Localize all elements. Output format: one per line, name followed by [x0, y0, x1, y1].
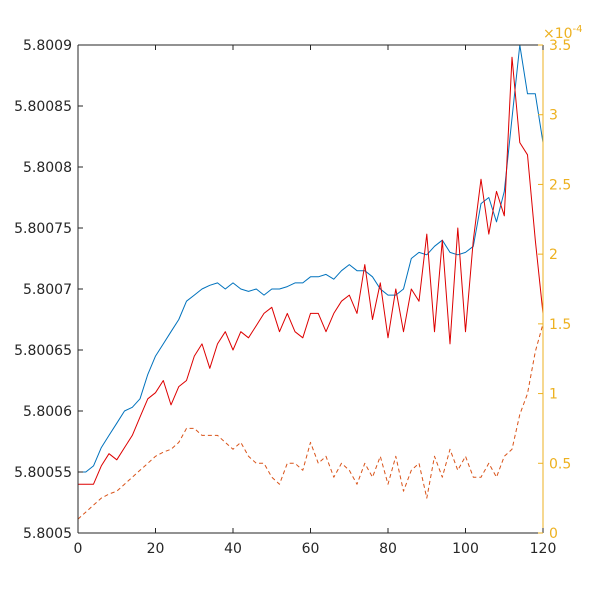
series-line-3	[77, 323, 544, 520]
x-tick-label: 120	[530, 541, 557, 557]
series-line-2	[78, 56, 544, 485]
y-left-tick-label: 5.8008	[23, 160, 72, 176]
x-tick-label: 20	[147, 541, 165, 557]
x-tick-label: 100	[452, 541, 479, 557]
y-left-tick-label: 5.8006	[23, 404, 72, 420]
y-right-tick-label: 1	[549, 387, 558, 403]
y-left-tick-label: 5.8009	[23, 38, 72, 54]
y-right-tick-label: 1.5	[549, 317, 571, 333]
x-tick-label: 40	[224, 541, 242, 557]
y-right-tick-label: 3.5	[549, 38, 571, 54]
plot-area	[78, 45, 543, 533]
y-right-tick-label: 2.5	[549, 177, 571, 193]
right-axis-exponent-base: ×10	[543, 26, 573, 42]
ticks-layer: 0 20 40 60 80 100 1205.80055.800555.80065.8006…	[14, 38, 571, 557]
series-line-1	[78, 44, 544, 473]
y-left-tick-label: 5.8007	[23, 282, 72, 298]
x-tick-label: 0	[74, 541, 83, 557]
y-left-tick-label: 5.80075	[14, 221, 72, 237]
y-right-tick-label: 2	[549, 247, 558, 263]
y-right-tick-label: 0	[549, 526, 558, 542]
x-tick-label: 80	[379, 541, 397, 557]
x-tick-label: 60	[302, 541, 320, 557]
right-axis-exponent: ×10-4	[543, 24, 583, 42]
y-left-tick-label: 5.80085	[14, 99, 72, 115]
series-layer	[77, 44, 544, 520]
y-left-tick-label: 5.8005	[23, 526, 72, 542]
y-right-tick-label: 0.5	[549, 456, 571, 472]
y-left-tick-label: 5.80065	[14, 343, 72, 359]
y-right-tick-label: 3	[549, 108, 558, 124]
y-left-tick-label: 5.80055	[14, 465, 72, 481]
right-axis-exponent-power: -4	[573, 24, 583, 35]
